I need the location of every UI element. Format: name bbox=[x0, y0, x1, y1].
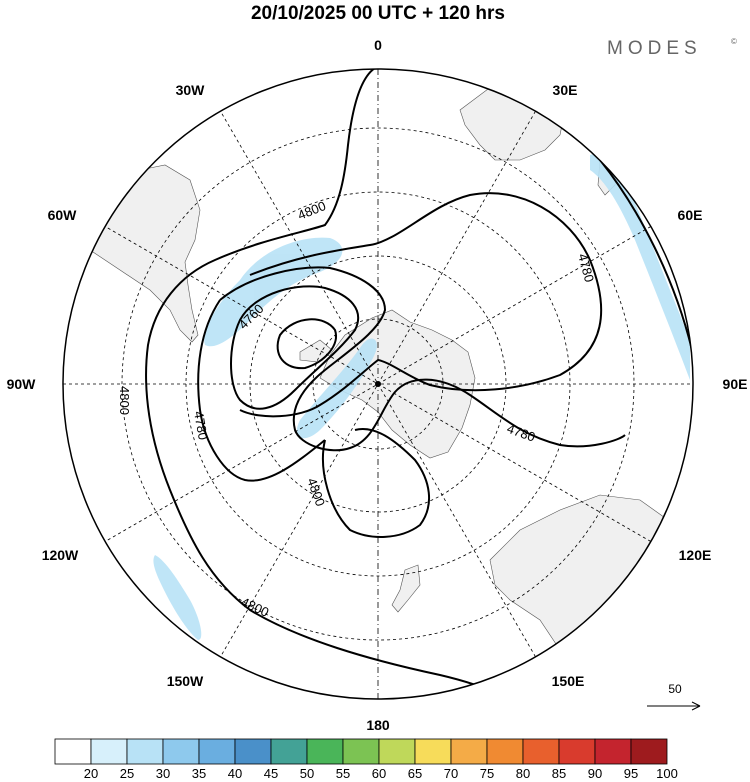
contour-4800-east bbox=[239, 192, 603, 418]
colorbar-label: 25 bbox=[120, 766, 134, 781]
modes-logo: MODES © bbox=[607, 37, 737, 59]
reference-vector-label: 50 bbox=[668, 682, 682, 696]
colorbar-swatch bbox=[558, 738, 596, 765]
contour-4780-outer bbox=[197, 266, 626, 482]
jet-streak-sa bbox=[204, 237, 343, 347]
new-zealand-land bbox=[391, 564, 421, 613]
lon-label-90w: 90W bbox=[7, 376, 37, 392]
colorbar-swatch bbox=[450, 738, 488, 765]
lon-label-120e: 120E bbox=[679, 547, 712, 563]
jet-streak-southwest bbox=[153, 555, 202, 640]
colorbar: 20 25 30 35 40 45 50 55 60 65 70 75 80 85 90 95 100 bbox=[54, 738, 678, 781]
colorbar-label: 90 bbox=[588, 766, 602, 781]
colorbar-swatch bbox=[270, 738, 308, 765]
brand-mark: © bbox=[731, 37, 737, 46]
colorbar-label: 75 bbox=[480, 766, 494, 781]
colorbar-swatch bbox=[126, 738, 164, 765]
lon-label-60w: 60W bbox=[48, 207, 78, 223]
colorbar-label: 35 bbox=[192, 766, 206, 781]
colorbar-swatch bbox=[522, 738, 560, 765]
lon-label-180: 180 bbox=[366, 717, 390, 733]
antarctica-land bbox=[319, 309, 476, 459]
longitude-labels: 0 30E 60E 90E 120E 150E 180 150W 120W 90… bbox=[7, 37, 748, 733]
colorbar-swatch bbox=[486, 738, 524, 765]
map-title: 20/10/2025 00 UTC + 120 hrs bbox=[251, 3, 505, 24]
contour-4760 bbox=[230, 285, 360, 410]
jet-streak-east bbox=[590, 153, 690, 380]
reference-vector-arrowhead bbox=[691, 701, 701, 711]
south-pole-marker bbox=[375, 381, 381, 387]
lon-label-30w: 30W bbox=[176, 82, 206, 98]
colorbar-swatch bbox=[234, 738, 272, 765]
colorbar-swatch bbox=[162, 738, 200, 765]
colorbar-swatch bbox=[414, 738, 452, 765]
colorbar-label: 30 bbox=[156, 766, 170, 781]
colorbar-label: 20 bbox=[84, 766, 98, 781]
lon-label-150w: 150W bbox=[167, 673, 204, 689]
lon-label-90e: 90E bbox=[723, 376, 748, 392]
colorbar-label: 50 bbox=[300, 766, 314, 781]
contour-label-4800-left: 4800 bbox=[117, 386, 132, 415]
jet-streak-shading bbox=[153, 153, 690, 640]
colorbar-swatch bbox=[306, 738, 344, 765]
colorbar-swatch bbox=[342, 738, 380, 765]
colorbar-swatch bbox=[378, 738, 416, 765]
lon-label-30e: 30E bbox=[553, 82, 578, 98]
colorbar-label: 40 bbox=[228, 766, 242, 781]
lon-label-150e: 150E bbox=[552, 673, 585, 689]
map-border bbox=[62, 68, 694, 700]
colorbar-swatch bbox=[630, 738, 668, 765]
lon-label-120w: 120W bbox=[42, 547, 79, 563]
colorbar-label: 45 bbox=[264, 766, 278, 781]
colorbar-label: 80 bbox=[516, 766, 530, 781]
colorbar-swatch bbox=[54, 738, 92, 765]
brand-name: MODES bbox=[607, 38, 702, 59]
reference-vector: 50 bbox=[647, 682, 701, 711]
jet-streak-antarctica bbox=[296, 338, 377, 439]
colorbar-label: 65 bbox=[408, 766, 422, 781]
lon-label-60e: 60E bbox=[678, 207, 703, 223]
contour-4800-south-lobe bbox=[322, 428, 431, 538]
colorbar-label: 85 bbox=[552, 766, 566, 781]
contour-label-4780-left: 4780 bbox=[191, 410, 211, 441]
colorbar-swatch bbox=[594, 738, 632, 765]
colorbar-label: 60 bbox=[372, 766, 386, 781]
contour-4800-west-ring bbox=[145, 69, 501, 696]
contour-inner-low bbox=[276, 318, 337, 370]
lon-label-0: 0 bbox=[374, 37, 382, 53]
contour-far-east bbox=[599, 159, 693, 351]
colorbar-label: 55 bbox=[336, 766, 350, 781]
colorbar-swatch bbox=[90, 738, 128, 765]
colorbar-swatch bbox=[198, 738, 236, 765]
colorbar-label: 70 bbox=[444, 766, 458, 781]
contour-label-4780-right: 4780 bbox=[575, 252, 597, 284]
colorbar-label: 100 bbox=[656, 766, 678, 781]
colorbar-label: 95 bbox=[624, 766, 638, 781]
